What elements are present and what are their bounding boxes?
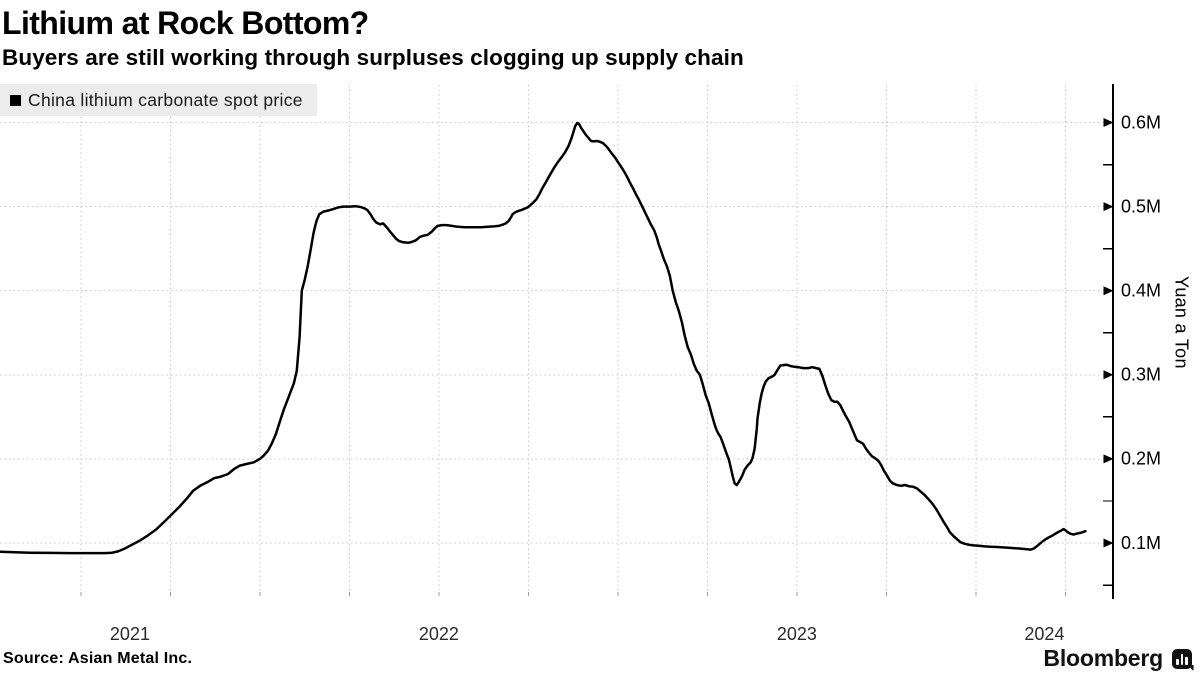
- x-tick-label: 2024: [1024, 624, 1064, 644]
- legend: China lithium carbonate spot price: [0, 84, 317, 116]
- bloomberg-wordmark: Bloomberg: [1043, 645, 1163, 671]
- y-tick-arrow-icon: [1103, 286, 1114, 296]
- page-title: Lithium at Rock Bottom?: [2, 5, 369, 41]
- x-tick-label: 2023: [777, 624, 817, 644]
- x-axis-ticks: [80, 592, 1066, 596]
- y-tick-arrow-icon: [1103, 370, 1114, 380]
- y-tick-label: 0.1M: [1121, 533, 1161, 553]
- y-axis-ticks: 0.6M 0.5M 0.4M 0.3M 0.2M 0.1M: [1103, 112, 1161, 553]
- y-tick-arrow-icon: [1103, 538, 1114, 548]
- y-tick-arrow-icon: [1103, 118, 1114, 127]
- y-tick-arrow-icon: [1103, 454, 1114, 464]
- y-minor-ticks: [1103, 163, 1113, 586]
- y-tick-label: 0.2M: [1121, 449, 1161, 469]
- y-tick-label: 0.3M: [1121, 365, 1161, 385]
- bloomberg-logo: Bloomberg: [1043, 645, 1194, 672]
- x-tick-label: 2022: [419, 624, 459, 644]
- x-tick-label: 2021: [110, 624, 150, 644]
- x-axis-labels: 2021 2022 2023 2024: [110, 624, 1065, 644]
- page-subtitle: Buyers are still working through surplus…: [2, 45, 744, 70]
- price-line-series: [0, 121, 1087, 555]
- legend-label: China lithium carbonate spot price: [28, 89, 303, 110]
- y-tick-arrow-icon: [1103, 202, 1114, 212]
- y-axis-title: Yuan a Ton: [1171, 276, 1192, 369]
- gridlines: [0, 85, 1113, 592]
- y-tick-label: 0.6M: [1121, 112, 1161, 132]
- bloomberg-bubble-icon: [1172, 648, 1194, 671]
- source-note: Source: Asian Metal Inc.: [3, 650, 193, 667]
- y-tick-label: 0.5M: [1121, 196, 1161, 216]
- legend-swatch-icon: [10, 94, 21, 106]
- y-tick-label: 0.4M: [1121, 280, 1161, 300]
